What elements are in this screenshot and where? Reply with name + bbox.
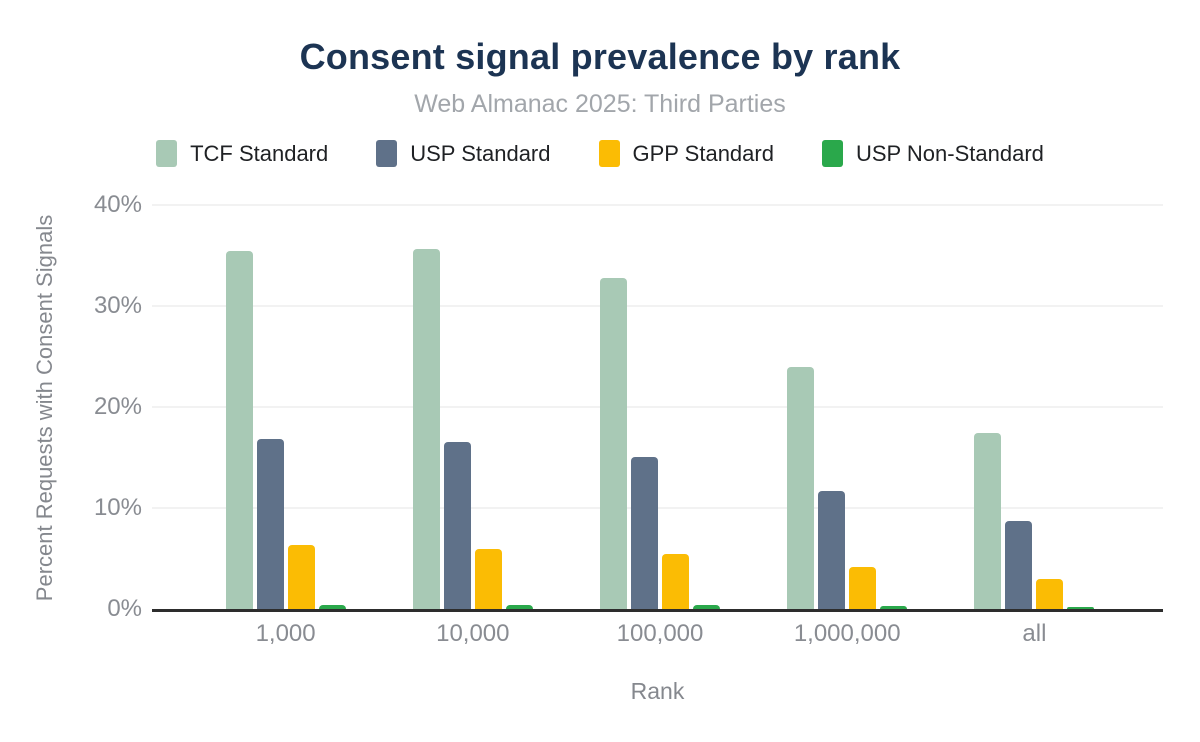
bar-usp-standard-1-000-000[interactable] [818,490,846,609]
x-tick-label-1-000-000: 1,000,000 [793,620,901,647]
plot-area [152,204,1163,612]
y-tick-label: 10% [93,494,142,521]
bar-gpp-standard-100-000[interactable] [662,554,689,609]
chart-title: Consent signal prevalence by rank [299,36,901,77]
bar-usp-non-standard-100-000[interactable] [693,604,720,609]
y-tick-label: 30% [93,292,142,319]
bar-tcf-standard-1-000-000[interactable] [787,366,815,609]
bar-tcf-standard-100-000[interactable] [600,277,627,609]
x-axis-tick-labels: 1,000 10,000 100,000 1,000,000 all [152,620,1163,648]
x-tick-label-100-000: 100,000 [616,620,704,647]
y-axis-tick-labels: 0% 10% 20% 30% 40% [0,193,142,621]
y-tick-label: 0% [107,595,142,622]
gridline-40pct [152,204,1163,206]
x-tick-label-1-000: 1,000 [255,620,316,647]
bar-usp-non-standard-1-000-000[interactable] [880,605,908,609]
legend-swatch-usp-standard [376,140,398,167]
bar-tcf-standard-all[interactable] [974,433,1002,609]
bar-gpp-standard-1-000[interactable] [287,545,315,609]
gridline-20pct [152,406,1163,408]
bar-gpp-standard-10-000[interactable] [474,549,502,609]
legend-swatch-tcf-standard [156,140,178,167]
bar-tcf-standard-10-000[interactable] [412,249,440,609]
legend-item-tcf-standard: TCF Standard [156,140,328,167]
y-tick-label: 40% [93,191,142,218]
bar-usp-standard-100-000[interactable] [631,456,658,609]
bar-group-1-000 [192,205,379,609]
bar-group-100-000 [566,205,753,609]
y-tick-label: 20% [93,393,142,420]
x-axis-title: Rank [630,678,685,704]
legend-swatch-gpp-standard [598,140,620,167]
legend-label: TCF Standard [190,140,329,166]
legend-item-gpp-standard: GPP Standard [598,140,774,167]
plot-bars [152,205,1163,609]
bar-usp-non-standard-all[interactable] [1067,606,1095,609]
legend-item-usp-non-standard: USP Non-Standard [821,140,1044,167]
bar-usp-non-standard-1-000[interactable] [318,604,346,609]
bar-tcf-standard-1-000[interactable] [225,251,253,609]
legend-label: USP Standard [410,140,551,166]
bar-gpp-standard-all[interactable] [1036,578,1064,609]
bar-group-1-000-000 [754,205,941,609]
gridline-30pct [152,305,1163,307]
bar-usp-standard-1-000[interactable] [256,439,284,609]
legend-swatch-usp-non-standard [821,140,843,167]
legend-item-usp-standard: USP Standard [376,140,551,167]
bar-usp-non-standard-10-000[interactable] [505,604,533,609]
legend-label: USP Non-Standard [855,140,1044,166]
bar-group-10-000 [379,205,566,609]
x-tick-label-all: all [1022,620,1047,647]
bar-gpp-standard-1-000-000[interactable] [849,566,877,609]
legend-label: GPP Standard [632,140,774,166]
bar-usp-standard-all[interactable] [1005,521,1033,609]
bar-group-all [941,205,1128,609]
x-tick-label-10-000: 10,000 [436,620,510,647]
bar-usp-standard-10-000[interactable] [443,442,471,609]
legend: TCF Standard USP Standard GPP Standard USP … [0,140,1200,167]
chart-subtitle: Web Almanac 2025: Third Parties [414,90,786,118]
